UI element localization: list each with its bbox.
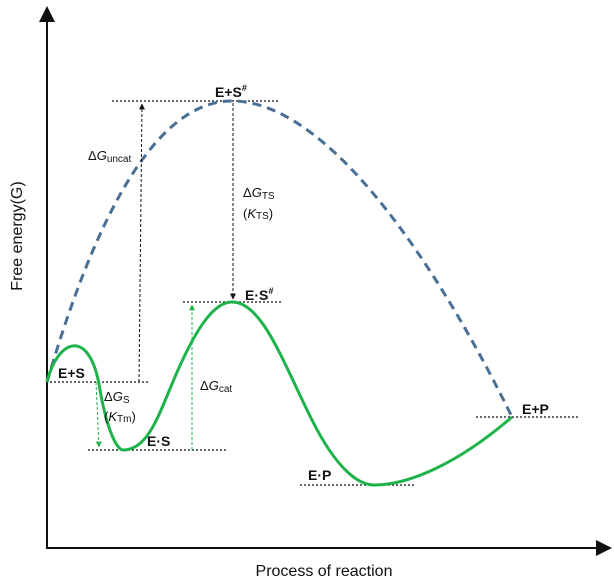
label-k-ts: (KTS) [243,206,273,222]
delta-g-s-arrow [95,381,102,448]
label-k-tm: (KTm) [104,409,136,425]
label-es-complex: E·S [147,433,170,449]
label-e-plus-s: E+S [58,365,85,381]
label-delta-g-s: ΔGS [104,389,130,406]
label-ts-cat: E·S# [245,286,273,303]
label-ep-complex: E·P [308,467,331,483]
delta-g-uncat-arrow [138,103,145,383]
label-delta-g-uncat: ΔGuncat [88,148,131,165]
y-axis-title: Free energy(G) [9,181,26,290]
label-delta-g-cat: ΔGcat [200,378,232,395]
catalyzed-curve [45,300,513,487]
x-axis-title: Process of reaction [256,563,393,580]
label-delta-g-ts: ΔGTS [243,185,275,202]
label-e-plus-p: E+P [522,401,549,417]
uncatalyzed-curve [45,99,514,418]
label-ts-uncat: E+S# [215,83,247,100]
